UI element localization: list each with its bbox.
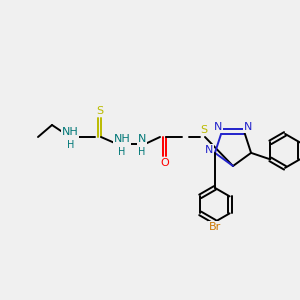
Text: S: S [96,106,103,116]
Text: S: S [200,125,208,135]
Text: NH: NH [114,134,130,144]
Text: N: N [205,145,213,155]
Text: O: O [160,158,169,168]
Text: H: H [138,147,146,157]
Text: H: H [118,147,126,157]
Text: N: N [214,122,222,132]
Text: NH: NH [61,127,78,137]
Text: N: N [244,122,252,132]
Text: Br: Br [209,222,221,232]
Text: N: N [138,134,146,144]
Text: H: H [67,140,75,150]
